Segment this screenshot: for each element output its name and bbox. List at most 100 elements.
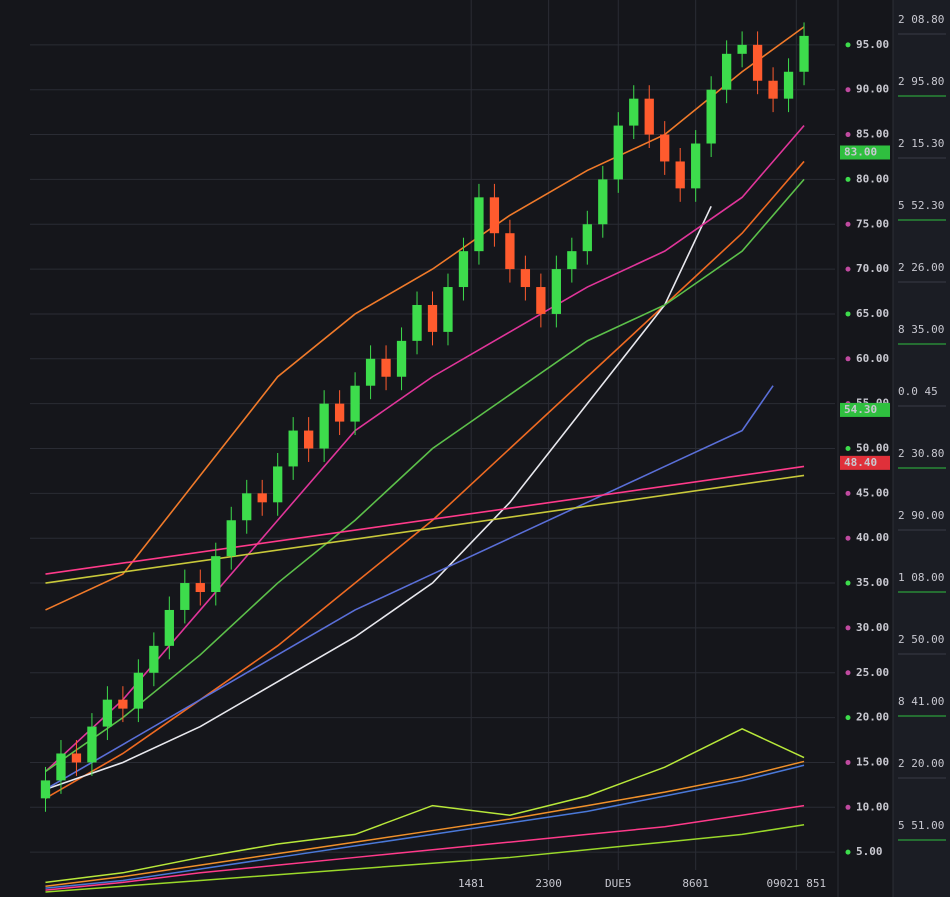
- y-tick-label: 10.00: [856, 800, 889, 813]
- moving-average: [45, 474, 805, 584]
- moving-average: [45, 205, 712, 791]
- price-tag-label: 54.30: [844, 403, 877, 416]
- panel-label: 8 41.00: [898, 695, 944, 708]
- x-tick-label: 2300: [535, 877, 562, 890]
- candle-body: [427, 304, 438, 332]
- indicator-line: [45, 727, 805, 884]
- moving-average: [45, 160, 805, 800]
- tick-icon: [845, 87, 851, 93]
- candle-body: [443, 287, 453, 332]
- candle-body: [164, 609, 174, 646]
- candle-body: [149, 645, 159, 673]
- candle-body: [226, 520, 236, 557]
- candle-body: [629, 98, 639, 126]
- y-tick-label: 65.00: [856, 307, 889, 320]
- tick-icon: [845, 356, 851, 362]
- candle-body: [365, 358, 376, 386]
- candle-body: [489, 197, 500, 234]
- y-tick-label: 80.00: [856, 172, 889, 185]
- candle-body: [71, 753, 82, 763]
- indicator-line: [45, 760, 805, 887]
- candle-body: [195, 583, 205, 593]
- candle-body: [691, 143, 701, 189]
- candle-body: [706, 89, 716, 144]
- tick-icon: [845, 132, 851, 138]
- tick-icon: [845, 715, 851, 721]
- tick-icon: [845, 221, 851, 227]
- y-tick-label: 45.00: [856, 486, 889, 499]
- tick-icon: [845, 625, 851, 631]
- panel-label: 5 51.00: [898, 819, 944, 832]
- indicator-line: [45, 764, 805, 889]
- y-tick-label: 35.00: [856, 576, 889, 589]
- moving-average: [44, 125, 805, 773]
- panel-label: 2 26.00: [898, 261, 944, 274]
- y-tick-label: 85.00: [856, 128, 889, 141]
- panel-label: 5 52.30: [898, 199, 944, 212]
- candle-body: [211, 556, 221, 593]
- candle-body: [56, 753, 66, 781]
- panel-label: 2 90.00: [898, 509, 944, 522]
- candle-body: [242, 493, 252, 521]
- y-tick-label: 15.00: [856, 755, 889, 768]
- candle-body: [613, 125, 623, 180]
- candle-body: [737, 44, 747, 54]
- y-tick-label: 30.00: [856, 621, 889, 634]
- tick-icon: [845, 266, 851, 272]
- candle-body: [752, 44, 763, 81]
- panel-label: 2 15.30: [898, 137, 944, 150]
- indicator-line: [45, 804, 805, 891]
- panel-label: 2 50.00: [898, 633, 944, 646]
- moving-average: [45, 385, 774, 791]
- tick-icon: [845, 759, 851, 765]
- candle-body: [304, 430, 314, 449]
- y-tick-label: 70.00: [856, 262, 889, 275]
- candle-body: [458, 251, 469, 288]
- candle-body: [551, 269, 561, 314]
- panel-label: 1 08.00: [898, 571, 944, 584]
- y-tick-label: 95.00: [856, 38, 889, 51]
- candle-body: [180, 583, 190, 610]
- y-tick-label: 40.00: [856, 531, 889, 544]
- moving-average: [45, 178, 805, 773]
- candle-body: [288, 430, 298, 467]
- candle-body: [319, 403, 329, 449]
- tick-icon: [845, 176, 851, 182]
- y-tick-label: 60.00: [856, 352, 889, 365]
- tick-icon: [845, 311, 851, 317]
- y-tick-label: 50.00: [856, 442, 889, 455]
- y-tick-label: 20.00: [856, 711, 889, 724]
- candle-body: [273, 466, 283, 503]
- price-tag: [840, 455, 890, 470]
- candle-body: [381, 358, 391, 377]
- candle-body: [660, 134, 670, 162]
- candle-body: [396, 340, 407, 377]
- tick-icon: [845, 849, 851, 855]
- tick-icon: [845, 804, 851, 810]
- candle-body: [133, 672, 144, 709]
- candle-body: [505, 233, 515, 270]
- candle-body: [675, 161, 685, 189]
- candle-body: [582, 224, 592, 252]
- panel-label: 2 30.80: [898, 447, 944, 460]
- candle-body: [768, 80, 778, 99]
- candle-body: [474, 197, 484, 252]
- candle-body: [412, 304, 422, 341]
- candle-body: [334, 403, 345, 422]
- panel-label: 0.0 45: [898, 385, 938, 398]
- candle-body: [567, 251, 577, 270]
- candle-body: [40, 780, 51, 799]
- x-tick-label: 1481: [458, 877, 485, 890]
- candle-body: [118, 699, 128, 709]
- price-tag-label: 48.40: [844, 456, 877, 469]
- tick-icon: [845, 42, 851, 48]
- candle-body: [799, 35, 809, 72]
- panel-label: 2 95.80: [898, 75, 944, 88]
- moving-average: [45, 26, 805, 611]
- x-tick-label: 8601: [682, 877, 709, 890]
- candle-body: [87, 726, 97, 763]
- y-tick-label: 75.00: [856, 217, 889, 230]
- panel-label: 2 08.80: [898, 13, 944, 26]
- panel-label: 2 20.00: [898, 757, 944, 770]
